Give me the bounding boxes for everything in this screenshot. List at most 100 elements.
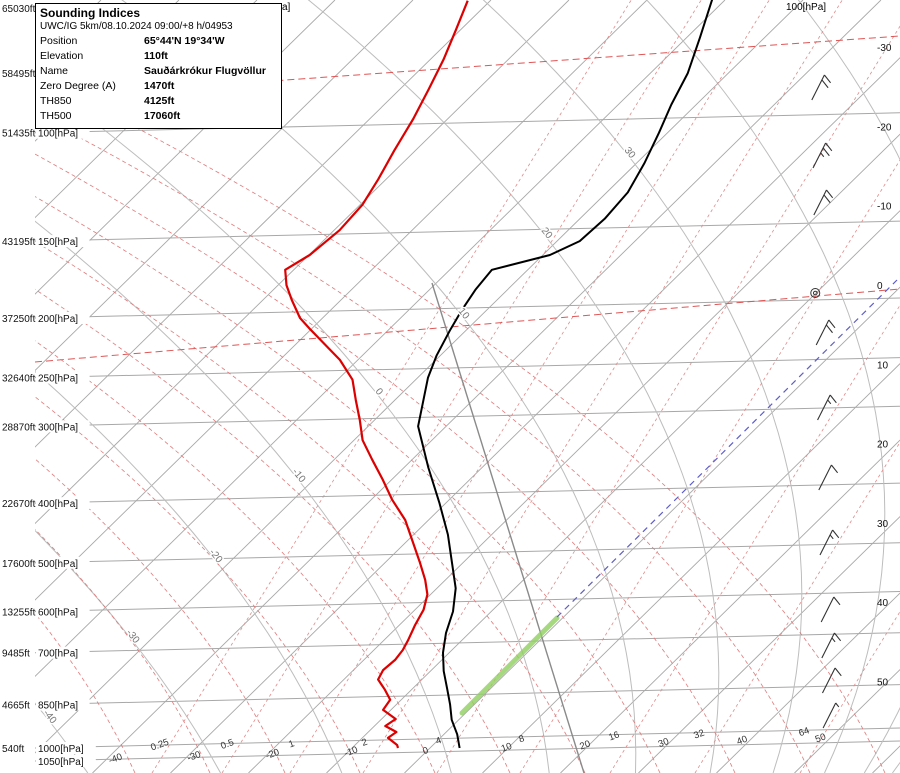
wind-barb-icon (813, 189, 834, 216)
row-value: 65°44'N 19°34'W (144, 35, 225, 47)
wind-barb-icon (818, 464, 839, 491)
altitude-label: 65030ft (2, 4, 36, 15)
row-label: Name (40, 65, 69, 77)
bottom-temp-label: -40 (107, 751, 124, 766)
dry-adiabat-label: -20 (207, 547, 225, 565)
right-temp-label: 30 (877, 519, 889, 530)
pressure-label: 200[hPa] (38, 314, 78, 325)
mixing-ratio-label: 2 (360, 737, 369, 749)
altitude-label: 9485ft (2, 649, 30, 660)
row-label: TH850 (40, 95, 72, 107)
row-value: Sauðárkrókur Flugvöllur (144, 65, 266, 77)
clipped-hpa-label: a] (282, 2, 291, 13)
wind-barb-icon (817, 394, 837, 421)
altitude-label: 51435ft (2, 129, 36, 140)
panel-run-line: UWC/IG 5km/08.10.2024 09:00/+8 h/04953 (40, 21, 233, 32)
wind-barb-icon (811, 74, 832, 101)
panel-row-th850: TH850 4125ft (40, 94, 275, 109)
bottom-temp-label: 20 (578, 738, 592, 752)
row-value: 17060ft (144, 110, 181, 122)
mixing-ratio-label: 32 (692, 728, 706, 742)
row-label: Zero Degree (A) (40, 80, 116, 92)
dry-adiabat-label: 20 (539, 226, 555, 242)
mixing-ratio-label: 8 (517, 733, 526, 745)
bottom-temp-label: -10 (343, 744, 360, 759)
altitude-label: 13255ft (2, 608, 36, 619)
dry-adiabat-label: -10 (290, 467, 308, 485)
altitude-label: 37250ft (2, 314, 36, 325)
sounding-indices-panel: Sounding Indices UWC/IG 5km/08.10.2024 0… (35, 3, 282, 129)
pressure-label: 500[hPa] (38, 559, 78, 570)
right-temp-label: 50 (877, 678, 889, 689)
row-label: Elevation (40, 50, 84, 62)
wind-barb-icon (821, 632, 842, 659)
pressure-label: 700[hPa] (38, 649, 78, 660)
temperature-curve (417, 0, 714, 749)
annotation-lines (431, 279, 898, 773)
sounding-curves (284, 0, 714, 749)
altitude-label: 28870ft (2, 422, 36, 433)
panel-row-zero-degree-a-: Zero Degree (A) 1470ft (40, 79, 275, 94)
pressure-label: 100[hPa] (38, 129, 78, 140)
mixing-ratio-label: 16 (607, 729, 621, 743)
wind-barb-icon (819, 529, 840, 556)
dry-adiabat-label: -30 (124, 628, 142, 646)
row-value: 4125ft (144, 95, 175, 107)
pressure-label: 300[hPa] (38, 422, 78, 433)
mixing-ratio-label: 64 (797, 725, 811, 739)
panel-rows: Position 65°44'N 19°34'W Elevation 110ft Nam… (40, 34, 275, 124)
dry-adiabat-label: 30 (622, 145, 638, 161)
altitude-label: 540ft (2, 744, 24, 755)
right-temp-label: -30 (877, 43, 892, 54)
bottom-temp-label: -20 (264, 747, 281, 762)
altitude-label: 58495ft (2, 69, 36, 80)
mixing-ratio-label: 4 (434, 735, 443, 747)
mixing-ratio-label: 0.5 (219, 737, 235, 752)
wind-barb-icon (820, 596, 841, 623)
row-label: TH500 (40, 110, 72, 122)
pressure-label: 1050[hPa] (38, 757, 84, 768)
wind-barb-icon (815, 319, 836, 346)
right-temp-label: 10 (877, 360, 889, 371)
row-value: 110ft (144, 50, 168, 62)
bottom-temp-label: -30 (186, 749, 203, 764)
altitude-label: 43195ft (2, 237, 36, 248)
panel-row-th500: TH500 17060ft (40, 109, 275, 124)
altitude-label: 22670ft (2, 499, 36, 510)
parcel-reference-line (431, 282, 585, 773)
right-temp-label: -20 (877, 122, 892, 133)
bottom-temp-label: 10 (500, 741, 514, 755)
bottom-temp-label: 30 (657, 736, 671, 750)
altitude-label: 4665ft (2, 701, 30, 712)
panel-row-position: Position 65°44'N 19°34'W (40, 34, 275, 49)
row-label: Position (40, 35, 78, 47)
blue-dashed-line (556, 279, 898, 618)
right-temp-label: 0 (877, 281, 883, 292)
mixing-ratio-label: 0.25 (149, 737, 170, 754)
panel-title: Sounding Indices (40, 6, 141, 20)
right-temp-label: 40 (877, 598, 889, 609)
dewpoint-curve (284, 0, 469, 749)
bottom-temp-label: 50 (814, 731, 828, 745)
pressure-label: 600[hPa] (38, 608, 78, 619)
mixing-ratio-grid (151, 0, 900, 773)
right-temp-label: 20 (877, 440, 889, 451)
mixing-ratio-label: 1 (287, 738, 296, 750)
top-right-hpa-label: 100[hPa] (786, 2, 827, 13)
pressure-label: 250[hPa] (38, 374, 78, 385)
altitude-label: 32640ft (2, 374, 36, 385)
pressure-label: 400[hPa] (38, 499, 78, 510)
altitude-label: 17600ft (2, 559, 36, 570)
isobar-grid (35, 112, 900, 762)
wind-barb-icon (821, 667, 842, 694)
pressure-label: 150[hPa] (38, 237, 78, 248)
bottom-temp-label: 40 (735, 734, 749, 748)
bottom-temp-label: 0 (421, 745, 430, 757)
right-temp-label: -10 (877, 202, 892, 213)
row-value: 1470ft (144, 80, 175, 92)
wind-barb-icon (822, 702, 840, 729)
green-highlight-segment (459, 615, 560, 716)
pressure-label: 850[hPa] (38, 701, 78, 712)
wind-barb-icon (812, 142, 833, 169)
